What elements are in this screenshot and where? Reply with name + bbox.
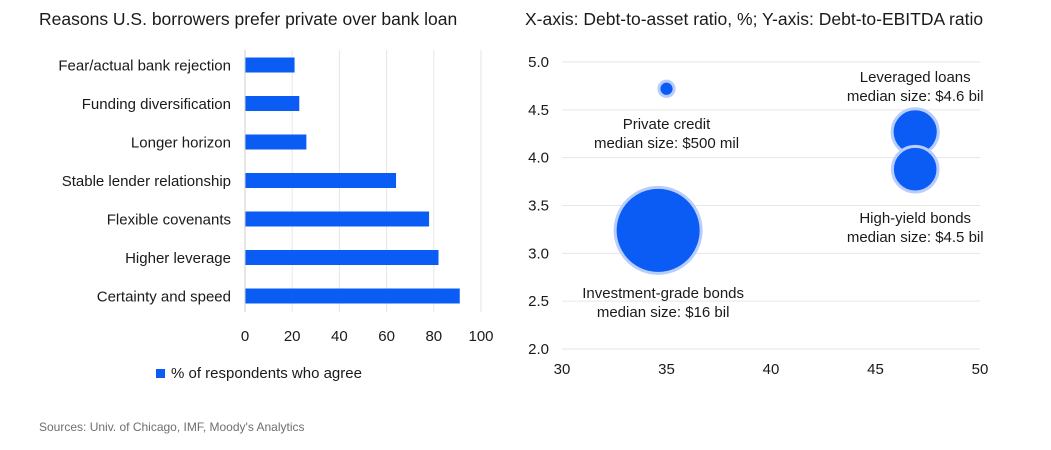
bar [245,288,460,304]
bubble-label-line2: median size: $4.6 bil [846,87,984,105]
bubble-label-line1: Investment-grade bonds [582,285,745,303]
bubble-label: High-yield bonds median size: $4.5 bil [847,209,984,247]
bar [245,211,430,227]
bubble-y-tick-label: 4.5 [528,102,549,119]
bubble-label: Investment-grade bonds median size: $16 b… [582,284,744,322]
bar-x-tick-label: 40 [331,328,348,345]
bubble-label-line2: median size: $4.5 bil [846,229,984,247]
sources-note: Sources: Univ. of Chicago, IMF, Moody's … [39,420,305,434]
bubble [657,79,676,98]
bar-category-label: Funding diversification [82,96,231,113]
bar-category-label: Fear/actual bank rejection [58,58,231,75]
bubble-label-line2: median size: $500 mil [593,134,740,152]
bubble-y-tick-label: 2.5 [528,293,549,310]
bar-category-label: Higher leverage [125,250,231,267]
bar-x-tick-label: 20 [284,328,301,345]
bar-category-label: Stable lender relationship [62,173,231,190]
bar [245,134,307,150]
bar-chart-legend: % of respondents who agree [156,365,362,382]
bar [245,57,295,73]
legend-label: % of respondents who agree [171,365,362,382]
bubble-x-tick-label: 30 [554,361,571,378]
bubble-x-tick-label: 40 [763,361,780,378]
bar-chart-title: Reasons U.S. borrowers prefer private ov… [39,9,458,29]
bar-category-label: Certainty and speed [97,289,231,306]
bar [245,173,397,188]
bar-x-tick-label: 80 [425,328,442,345]
bubble-label: Private credit median size: $500 mil [594,115,739,153]
bubble-y-tick-label: 3.5 [528,198,549,215]
bar-x-tick-label: 60 [378,328,395,345]
bar [245,96,300,111]
bubble-y-tick-label: 5.0 [528,54,549,71]
legend-swatch [156,369,165,378]
bubble-y-tick-label: 3.0 [528,245,549,262]
bubble-x-tick-label: 50 [972,361,989,378]
bar-x-tick-label: 100 [468,328,493,345]
bar-category-label: Flexible covenants [107,212,231,229]
bar-x-tick-label: 0 [241,328,249,345]
bubble-label-line1: Private credit [622,115,711,133]
bubble-x-tick-label: 35 [658,361,675,378]
bar [245,250,439,265]
bar-category-label: Longer horizon [131,135,231,152]
bubble [613,185,703,275]
bubble-y-tick-label: 4.0 [528,150,549,167]
bubble-chart-title: X-axis: Debt-to-asset ratio, %; Y-axis: … [525,9,984,29]
bubble [890,144,940,194]
bubble-label-line1: High-yield bonds [859,210,972,228]
bubble-x-tick-label: 45 [867,361,884,378]
bubble-label-line2: median size: $16 bil [596,304,730,322]
bubble-y-tick-label: 2.0 [528,341,549,358]
bubble-label: Leveraged loans median size: $4.6 bil [847,68,984,106]
bubble-label-line1: Leveraged loans [859,68,971,86]
